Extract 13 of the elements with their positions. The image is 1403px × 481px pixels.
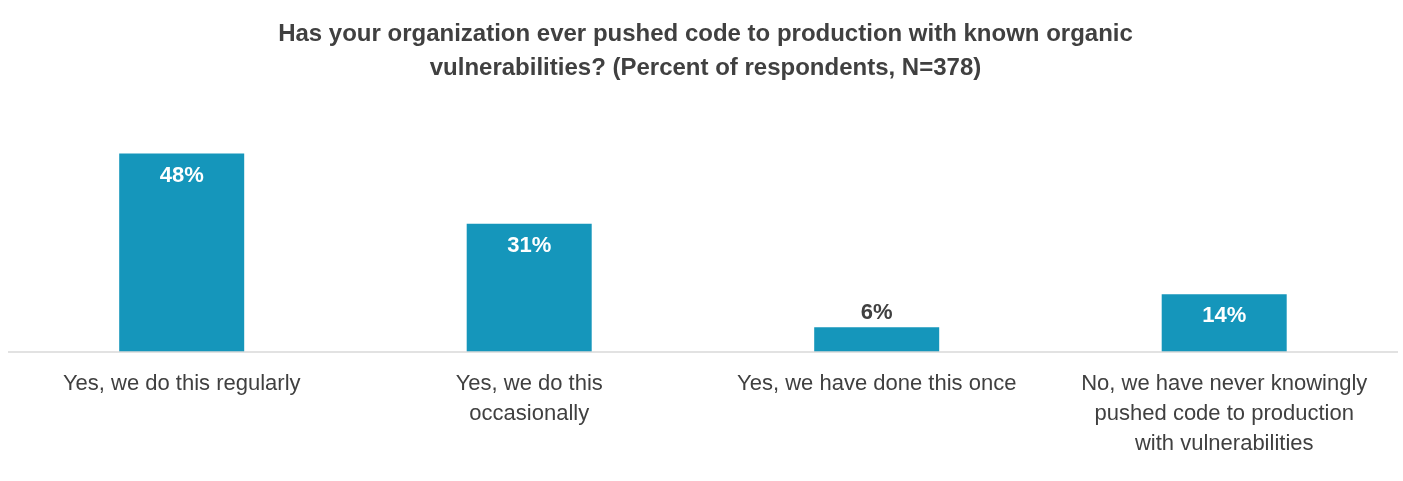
data-label: 48% [159, 161, 204, 187]
data-label: 31% [507, 231, 552, 257]
x-tick-label: Yes, we do this occasionally [455, 370, 603, 425]
bar [119, 153, 245, 352]
bar [1161, 294, 1287, 352]
x-tick-label: Yes, we do this regularly [62, 370, 301, 395]
bar [466, 223, 592, 352]
x-tick-label: No, we have never knowingly pushed code to production with vulnerabilities [1081, 370, 1368, 455]
chart-title: Has your organization ever pushed code to production with known organic vulnerabilities? (Percent of respondents, N=378) [277, 18, 1134, 82]
bar [814, 327, 940, 352]
data-label: 14% [1202, 302, 1247, 328]
x-tick-label: Yes, we have done this once [737, 370, 1017, 395]
data-label: 6% [860, 299, 893, 325]
